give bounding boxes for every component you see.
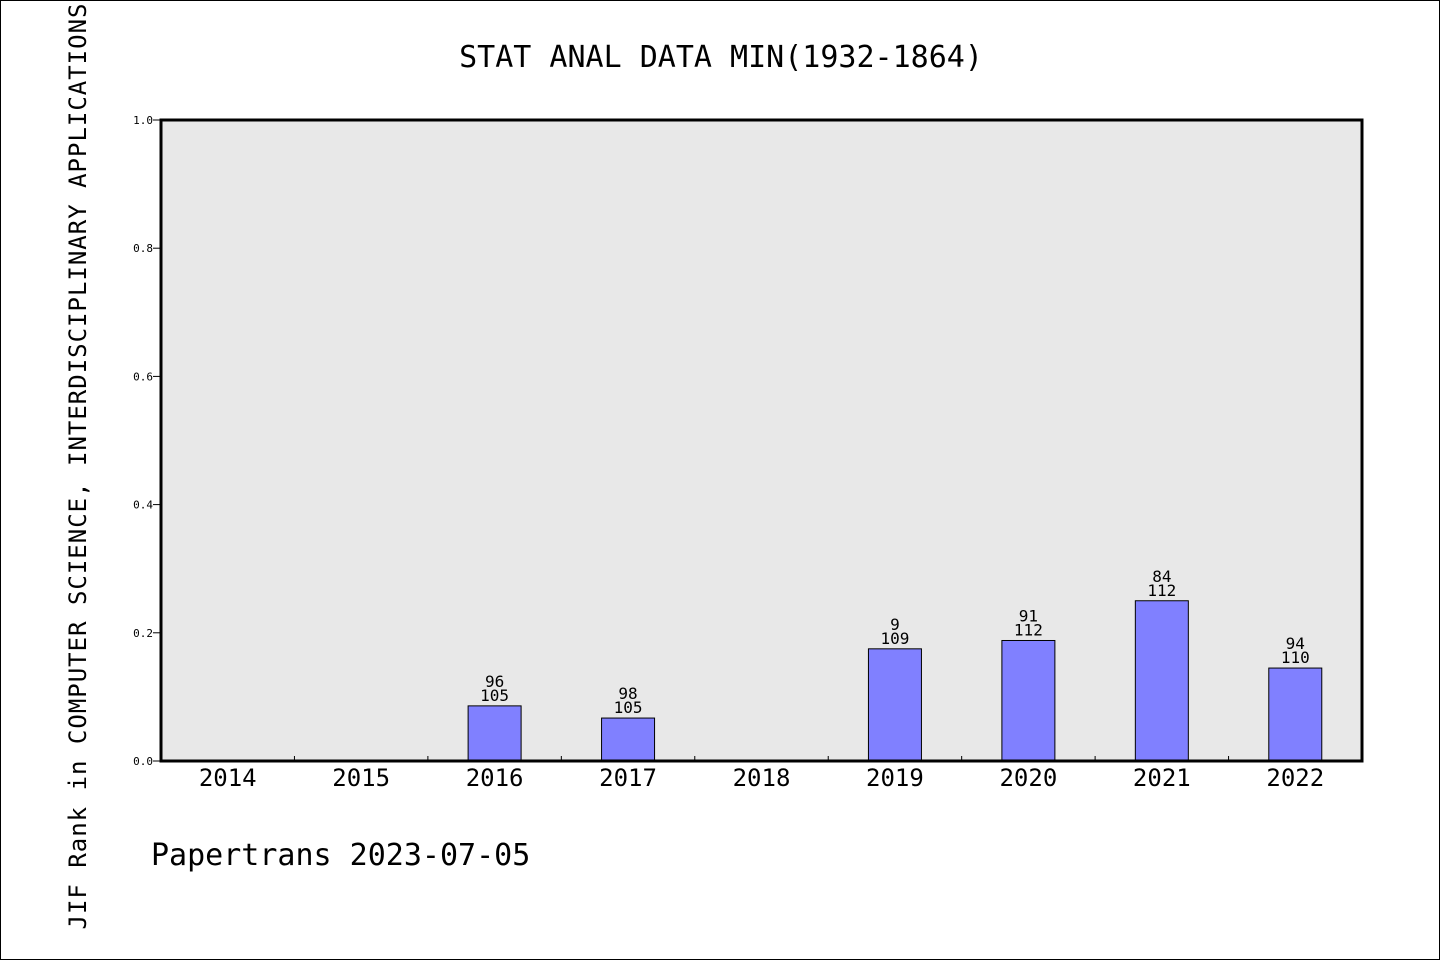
y-axis-label: JIF Rank in COMPUTER SCIENCE, INTERDISCI…	[64, 3, 92, 930]
bar-label-top: 96	[485, 672, 504, 691]
chart-title: STAT ANAL DATA MIN(1932-1864)	[459, 40, 983, 75]
bar-label-top: 98	[618, 684, 637, 703]
x-tick-label: 2018	[733, 764, 791, 792]
x-tick-label: 2014	[199, 764, 257, 792]
bar-label-bottom: 105	[480, 686, 509, 705]
x-tick-label: 2019	[866, 764, 924, 792]
bar	[1268, 667, 1323, 762]
x-tick-label: 2017	[599, 764, 657, 792]
bar	[867, 648, 922, 762]
bar	[601, 717, 656, 762]
bar-label-bottom: 109	[880, 629, 909, 648]
bar	[1001, 639, 1056, 762]
y-tick-label: 0.8	[133, 242, 153, 255]
bar-label-top: 91	[1019, 606, 1038, 625]
bar-label-bottom: 105	[614, 698, 643, 717]
bar-label-bottom: 112	[1147, 581, 1176, 600]
plot-border	[159, 118, 1364, 763]
bar-label-bottom: 112	[1014, 620, 1043, 639]
bar-label-top: 9	[890, 615, 900, 634]
bar	[1134, 600, 1189, 762]
x-tick-label: 2020	[999, 764, 1057, 792]
y-tick-label: 0.0	[133, 755, 153, 768]
y-tick-label: 0.4	[133, 499, 153, 512]
footer-credit: Papertrans 2023-07-05	[151, 838, 530, 873]
x-tick-label: 2016	[466, 764, 524, 792]
y-tick-label: 0.6	[133, 370, 153, 383]
y-tick-label: 0.2	[133, 627, 153, 640]
ticks-layer: 2014 2015 2016 2017 2018 2019 2020 2021 2022 0.0 0…	[133, 114, 1324, 792]
x-tick-label: 2021	[1133, 764, 1191, 792]
bar-label-bottom: 110	[1281, 648, 1310, 667]
x-tick-label: 2015	[332, 764, 390, 792]
bar-label-top: 84	[1152, 567, 1171, 586]
y-tick-label: 1.0	[133, 114, 153, 127]
bar-label-top: 94	[1286, 634, 1305, 653]
x-tick-label: 2022	[1266, 764, 1324, 792]
bar	[467, 705, 522, 762]
